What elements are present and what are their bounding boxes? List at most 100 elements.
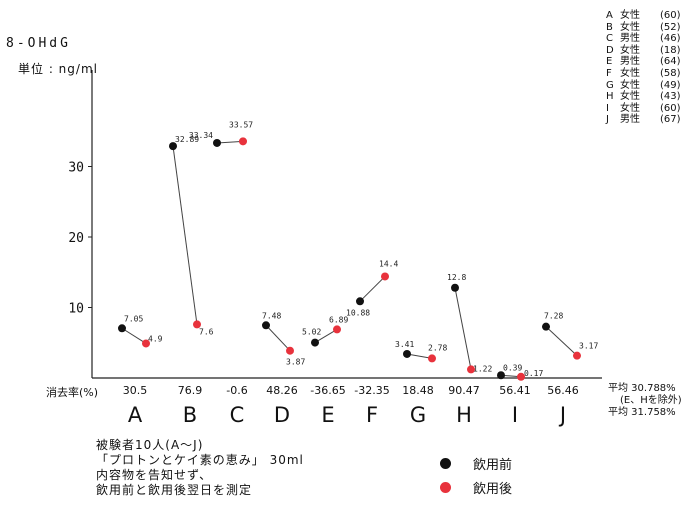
category-letter-F: F	[365, 403, 379, 427]
clearance-label: 消去率(%)	[46, 386, 99, 399]
label-before-G: 3.41	[395, 340, 414, 349]
subject-sex: 男性	[620, 33, 640, 45]
legend-before-marker	[440, 457, 451, 469]
y-tick-label: 10	[68, 302, 84, 317]
y-axis-unit: 単位 : ng/ml	[18, 62, 98, 76]
point-after-A	[142, 339, 150, 348]
label-after-F: 14.4	[379, 259, 398, 268]
label-before-H: 12.8	[447, 273, 466, 282]
category-letter-G: G	[409, 403, 427, 427]
subject-row-I: I 女性 (60)	[606, 103, 681, 115]
category-letter-D: D	[273, 403, 291, 427]
subject-id: F	[606, 67, 612, 79]
legend-after-marker	[440, 481, 451, 493]
note-measure: 飲用前と飲用後翌日を測定	[96, 483, 253, 497]
subject-id: D	[606, 44, 614, 56]
label-before-A: 7.05	[124, 314, 143, 323]
point-before-F	[356, 297, 364, 306]
subject-age: (52)	[660, 21, 681, 33]
clearance-value-J: 56.46	[547, 384, 579, 397]
clearance-value-D: 48.26	[266, 384, 298, 397]
y-tick-label: 20	[68, 231, 84, 246]
subject-row-G: G 女性 (49)	[606, 80, 681, 92]
label-before-I: 0.39	[503, 363, 522, 372]
connector-G	[406, 353, 433, 359]
label-after-H: 1.22	[473, 364, 492, 373]
subject-row-J: J 男性 (67)	[606, 114, 681, 126]
subject-row-C: C 男性 (46)	[606, 33, 681, 45]
connector-B	[172, 146, 198, 325]
average-all: 平均 30.788%	[608, 383, 676, 394]
clearance-value-F: -32.35	[354, 384, 390, 397]
subject-age: (43)	[660, 91, 681, 103]
subject-age: (60)	[660, 10, 681, 21]
legend-after-label: 飲用後	[473, 481, 513, 497]
subject-age: (64)	[660, 56, 681, 68]
legend-before: 飲用前	[440, 451, 512, 475]
subject-sex: 女性	[620, 44, 640, 56]
legend-after: 飲用後	[440, 475, 512, 499]
label-before-J: 7.28	[544, 312, 563, 321]
point-after-G	[428, 354, 436, 363]
category-letter-J: J	[559, 403, 567, 427]
point-before-J	[542, 322, 550, 331]
chart-title: 8-OHdG	[6, 36, 71, 51]
connector-D	[265, 324, 291, 352]
point-before-H	[451, 283, 459, 292]
point-after-I	[517, 372, 525, 381]
point-before-G	[403, 349, 411, 358]
point-before-A	[118, 324, 126, 333]
subject-row-E: E 男性 (64)	[606, 56, 681, 68]
average-excluded: 平均 31.758%	[608, 407, 676, 418]
subject-id: B	[606, 21, 613, 33]
subject-id: E	[606, 56, 613, 68]
clearance-value-B: 76.9	[177, 384, 203, 397]
subject-id: A	[606, 10, 613, 21]
subject-sex: 女性	[620, 91, 640, 103]
axes: 10 20 30	[68, 70, 602, 379]
point-before-D	[262, 321, 270, 330]
subject-sex: 男性	[620, 56, 640, 68]
label-after-C: 33.57	[229, 120, 253, 129]
connector-J	[545, 326, 578, 357]
connector-A	[121, 327, 147, 344]
clearance-value-G: 18.48	[402, 384, 434, 397]
label-before-F: 10.88	[346, 308, 370, 317]
subject-id: I	[606, 102, 609, 114]
subject-age: (58)	[660, 67, 681, 79]
average-text: 平均 30.788% (E、Hを除外) 平均 31.758%	[608, 383, 682, 419]
subject-sex: 女性	[620, 67, 640, 79]
connector-C	[216, 140, 244, 144]
connector-H	[454, 287, 472, 370]
label-after-A: 4.9	[148, 334, 163, 343]
category-letter-C: C	[229, 403, 245, 427]
subject-sex: 女性	[620, 21, 640, 33]
subject-age: (49)	[660, 79, 681, 91]
category-letter-H: H	[456, 403, 472, 427]
clearance-value-I: 56.41	[499, 384, 531, 397]
data-points	[118, 137, 581, 381]
data-labels: 7.05 4.9 32.89 7.6 33.34 33.57 7.48 3.87 5.02 6.8…	[124, 120, 598, 377]
subject-age: (46)	[660, 33, 681, 45]
label-after-I: 0.17	[524, 369, 543, 378]
subject-row-F: F 女性 (58)	[606, 68, 681, 80]
average-excluded-note: (E、Hを除外)	[620, 395, 682, 406]
point-after-H	[467, 365, 475, 374]
point-before-I	[497, 371, 505, 380]
connector-E	[314, 328, 338, 344]
subject-row-H: H 女性 (43)	[606, 91, 681, 103]
subject-id: C	[606, 33, 613, 45]
subject-row-D: D 女性 (18)	[606, 45, 681, 57]
study-notes: 被験者10人(A～J) 「プロトンとケイ素の恵み」 30ml 内容物を告知せず、…	[96, 438, 304, 498]
legend-before-label: 飲用前	[473, 457, 513, 473]
category-letter-A: A	[127, 403, 143, 427]
label-after-J: 3.17	[579, 342, 598, 351]
clearance-value-A: 30.5	[122, 384, 148, 397]
point-before-B	[169, 142, 177, 151]
category-letter-I: I	[511, 403, 519, 427]
clearance-value-H: 90.47	[448, 384, 480, 397]
category-letter-B: B	[182, 403, 198, 427]
subject-age: (67)	[660, 114, 681, 126]
connector-F	[359, 276, 386, 302]
